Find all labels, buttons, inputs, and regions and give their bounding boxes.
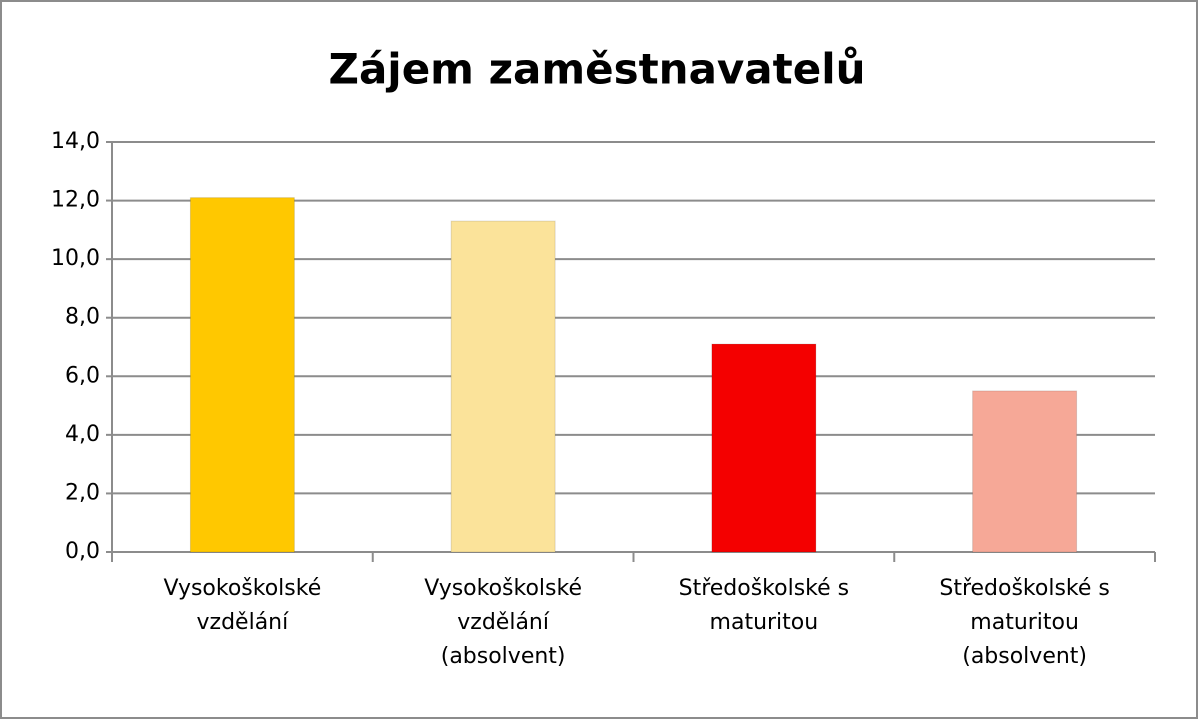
y-tick-label: 4,0 xyxy=(65,422,100,447)
chart-title: Zájem zaměstnavatelů xyxy=(329,45,866,94)
x-tick-label: Vysokoškolské vzdělání (absolvent) xyxy=(424,576,582,669)
y-tick-label: 6,0 xyxy=(65,363,100,388)
y-tick-label: 2,0 xyxy=(65,480,100,505)
y-tick-label: 8,0 xyxy=(65,305,100,330)
bar xyxy=(711,343,817,553)
y-tick-label: 14,0 xyxy=(51,129,100,154)
x-tick-label: Vysokoškolské vzdělání xyxy=(163,576,322,635)
y-tick-label: 12,0 xyxy=(51,188,100,213)
bar xyxy=(189,197,295,553)
y-tick-label: 10,0 xyxy=(51,246,100,271)
y-tick-label: 0,0 xyxy=(65,539,100,564)
x-tick-label: Středoškolské s maturitou (absolvent) xyxy=(939,576,1110,669)
x-tick-label: Středoškolské s maturitou xyxy=(678,576,850,635)
bar xyxy=(450,220,556,553)
bar xyxy=(972,390,1078,553)
